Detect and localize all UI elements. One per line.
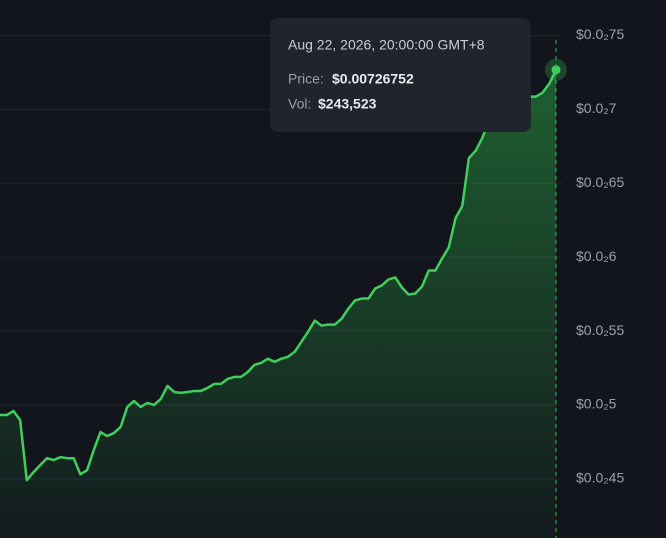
y-tick-label: $0.0₂55 — [576, 322, 624, 338]
y-tick-label: $0.0₂6 — [576, 248, 617, 264]
tooltip-price-label: Price: — [288, 71, 324, 87]
tooltip-date: Aug 22, 2026, 20:00:00 GMT+8 — [288, 37, 485, 53]
y-tick-label: $0.0₂75 — [576, 26, 624, 42]
price-line — [0, 69, 558, 482]
tooltip: Aug 22, 2026, 20:00:00 GMT+8 Price: $0.0… — [270, 18, 531, 132]
tooltip-price: $0.00726752 — [332, 71, 414, 87]
y-tick-label: $0.0₂45 — [576, 470, 624, 486]
y-tick-label: $0.0₂7 — [576, 100, 617, 116]
tooltip-box — [270, 18, 531, 132]
tooltip-vol: $243,523 — [318, 96, 377, 112]
y-tick-label: $0.0₂65 — [576, 174, 624, 190]
tooltip-vol-label: Vol: — [288, 96, 311, 112]
area — [0, 69, 556, 538]
end-point — [551, 65, 561, 75]
y-tick-label: $0.0₂5 — [576, 396, 617, 412]
